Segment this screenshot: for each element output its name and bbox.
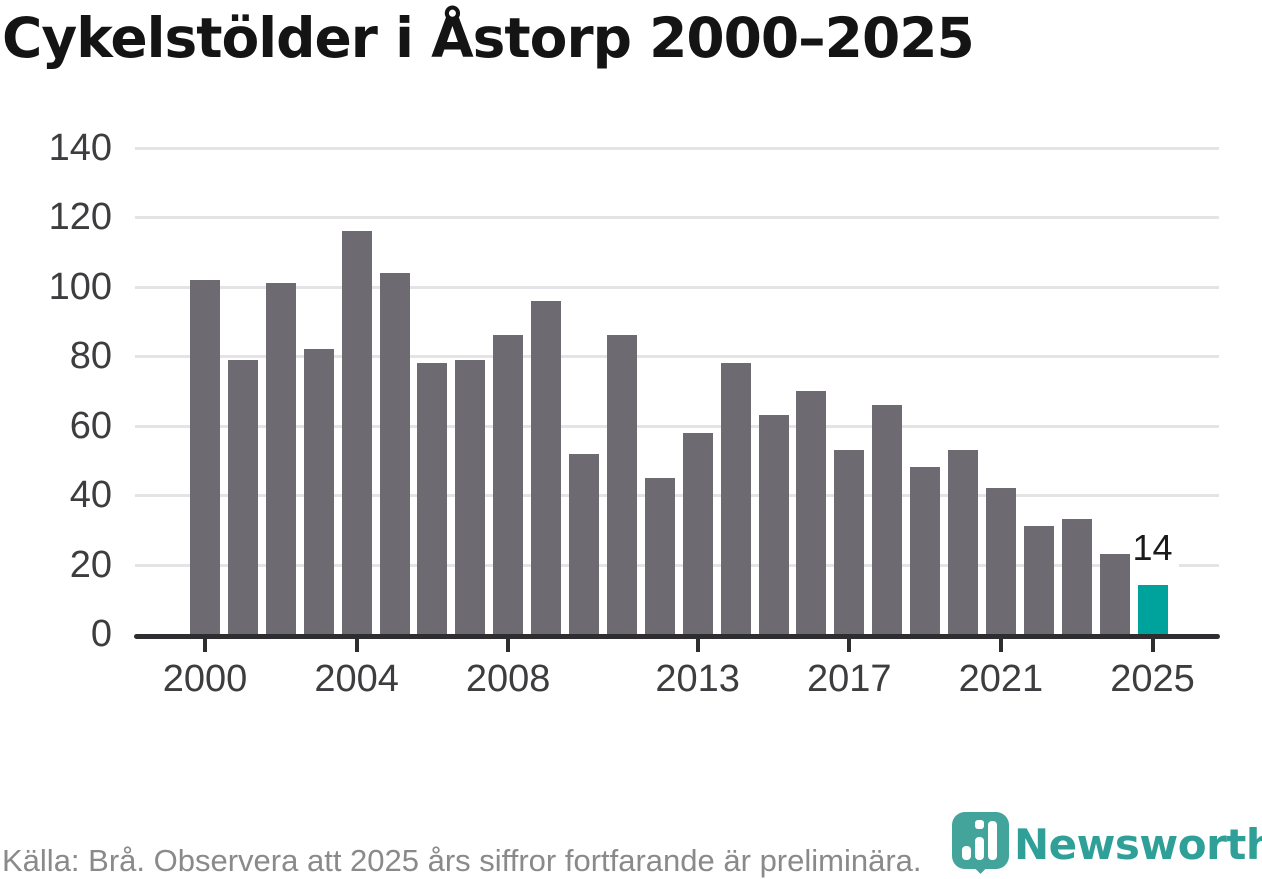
bar-2011	[606, 335, 637, 634]
bar-2024	[1099, 554, 1130, 634]
logo-wordmark: Newsworthy	[1014, 820, 1262, 869]
bar-2010	[569, 453, 599, 634]
x-axis-tick-label: 2000	[162, 658, 248, 700]
x-axis-tick-label: 2013	[655, 658, 740, 700]
x-axis-tick	[354, 637, 359, 652]
newsworthy-logo: Newsworthy	[952, 811, 1262, 879]
x-axis-tick-label: 2025	[1110, 658, 1195, 700]
bar-2016	[796, 391, 827, 634]
x-axis-tick	[203, 637, 207, 652]
value-label: 14	[1126, 527, 1179, 570]
y-axis-tick-label: 40	[69, 474, 112, 517]
bar-2014	[720, 363, 751, 634]
y-axis-tick-label: 80	[69, 335, 112, 378]
bar-2009	[531, 300, 562, 634]
logo-chart-dot-icon	[975, 820, 984, 829]
bar-2023	[1061, 519, 1092, 634]
logo-pin-icon	[952, 812, 1009, 869]
bar-2003	[303, 349, 334, 634]
bar-2002	[265, 283, 296, 634]
page-title: Cykelstölder i Åstorp 2000–2025	[2, 6, 975, 70]
bar-2019	[910, 467, 941, 634]
bar-2008	[493, 335, 524, 634]
gridline	[135, 563, 1219, 567]
x-axis-tick	[998, 637, 1003, 652]
x-axis-tick	[847, 637, 852, 652]
bar-2021	[985, 488, 1016, 634]
x-axis-tick	[506, 637, 511, 652]
bar-2007	[455, 359, 486, 634]
logo-chart-bar-icon	[988, 821, 997, 860]
x-axis-tick-label: 2008	[465, 658, 551, 700]
y-axis-tick-label: 20	[69, 543, 112, 586]
gridline	[135, 355, 1219, 359]
x-axis-tick-label: 2017	[807, 658, 892, 700]
y-axis-tick-label: 0	[90, 613, 112, 655]
gridline	[135, 424, 1219, 428]
gridline	[135, 285, 1219, 289]
bar-2020	[948, 450, 978, 634]
plot-area: 0 20 40 60 80 100 120 140	[49, 127, 1219, 655]
y-axis-tick-label: 140	[48, 127, 112, 169]
bar-2015	[758, 415, 789, 634]
y-axis-tick-label: 120	[48, 196, 112, 239]
x-axis-tick-label: 2021	[958, 658, 1044, 700]
bar-2004	[341, 231, 372, 634]
bar-2006	[417, 363, 448, 634]
x-axis-line	[134, 634, 1220, 639]
gridline	[135, 147, 1219, 150]
bar-2022	[1023, 526, 1054, 634]
gridline	[135, 216, 1219, 220]
bar-2001	[227, 359, 258, 634]
bar-2012	[644, 477, 675, 634]
bar-2017	[834, 450, 865, 634]
bar-2000	[190, 279, 220, 634]
x-axis-tick	[1150, 637, 1155, 652]
x-axis-tick	[695, 637, 700, 652]
logo-chart-bar-icon	[975, 837, 984, 860]
bar-2025	[1137, 585, 1168, 634]
bar-2005	[379, 272, 410, 634]
bar-2013	[682, 432, 713, 634]
y-axis-tick-label: 60	[69, 404, 112, 447]
x-axis-tick-label: 2004	[314, 658, 399, 700]
source-note: Källa: Brå. Observera att 2025 års siffr…	[2, 843, 922, 878]
y-axis-tick-label: 100	[48, 265, 112, 308]
logo-chart-bar-icon	[962, 846, 971, 860]
gridline	[135, 494, 1219, 498]
bar-2018	[872, 404, 903, 634]
